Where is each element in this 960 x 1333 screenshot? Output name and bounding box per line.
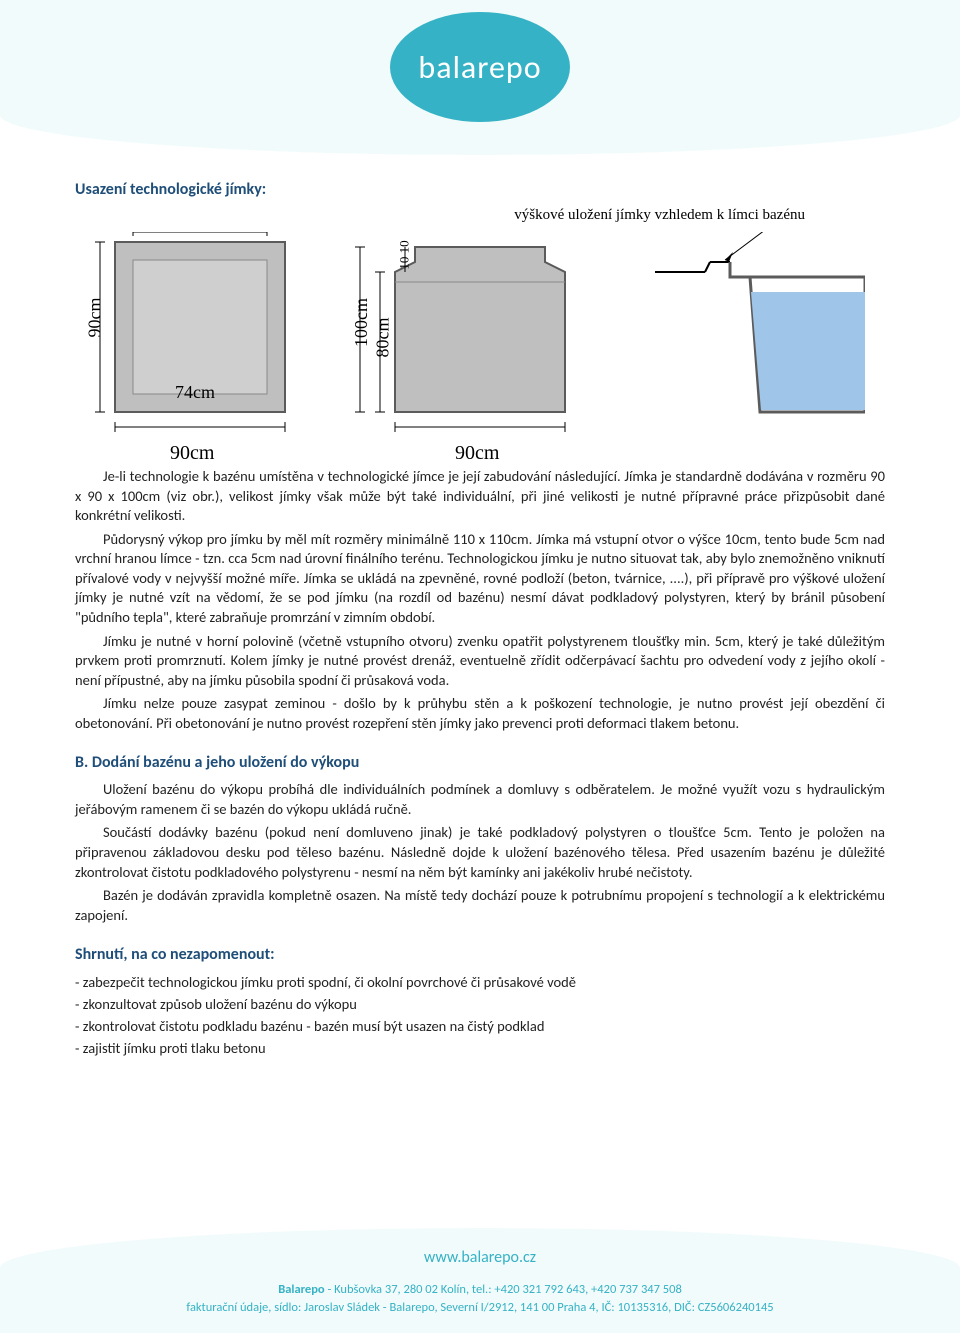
summary-item: - zabezpečit technologickou jímku proti … [75,972,885,994]
para2: Půdorysný výkop pro jímku by měl mít roz… [75,530,885,628]
summary-title: Shrnutí, na co nezapomenout: [75,945,885,964]
para4: Jímku nelze pouze zasypat zeminou - došl… [75,694,885,733]
summary-item: - zajistit jímku proti tlaku betonu [75,1038,885,1060]
page-content: Usazení technologické jímky: výškové ulo… [75,180,885,1059]
side-80-label: 80cm [373,318,394,358]
logo: balarepo [390,12,570,122]
side-bottom-label: 90cm [455,442,499,465]
footer-brand: Balarepo [278,1282,324,1297]
para5: Uložení bazénu do výkopu probíhá dle ind… [75,780,885,819]
plan-bottom-label: 90cm [170,442,214,465]
para1: Je-li technologie k bazénu umístěna v te… [75,467,885,526]
footer-line1: Balarepo - Kubšovka 37, 280 02 Kolín, te… [0,1281,960,1299]
diagram-caption: výškové uložení jímky vzhledem k límci b… [514,207,805,224]
footer-url: www.balarepo.cz [0,1248,960,1267]
footer: www.balarepo.cz Balarepo - Kubšovka 37, … [0,1228,960,1333]
logo-text: balarepo [418,48,541,87]
section1-title: Usazení technologické jímky: [75,180,885,199]
side-1010-label: 10 10 [397,240,413,269]
diagram-container: výškové uložení jímky vzhledem k límci b… [75,207,885,467]
para7: Bazén je dodáván zpravidla kompletně osa… [75,886,885,925]
side-100-label: 100cm [351,298,372,347]
summary-item: - zkontrolovat čistotu podkladu bazénu -… [75,1016,885,1038]
footer-line2: fakturační údaje, sídlo: Jaroslav Sládek… [0,1299,960,1317]
pool-svg [655,232,865,432]
summary-list: - zabezpečit technologickou jímku proti … [75,972,885,1059]
footer-addr: - Kubšovka 37, 280 02 Kolín, tel.: +420 … [325,1282,682,1297]
plan-inner-label: 74cm [175,382,215,403]
summary-item: - zkonzultovat způsob uložení bazénu do … [75,994,885,1016]
body-text-2: Uložení bazénu do výkopu probíhá dle ind… [75,780,885,925]
section2-title: B. Dodání bazénu a jeho uložení do výkop… [75,753,885,772]
plan-view-svg [85,232,305,452]
para6: Součástí dodávky bazénu (pokud není doml… [75,823,885,882]
plan-h-label: 90cm [85,298,106,338]
body-text: Je-li technologie k bazénu umístěna v te… [75,467,885,733]
para3: Jímku je nutné v horní polovině (včetně … [75,632,885,691]
